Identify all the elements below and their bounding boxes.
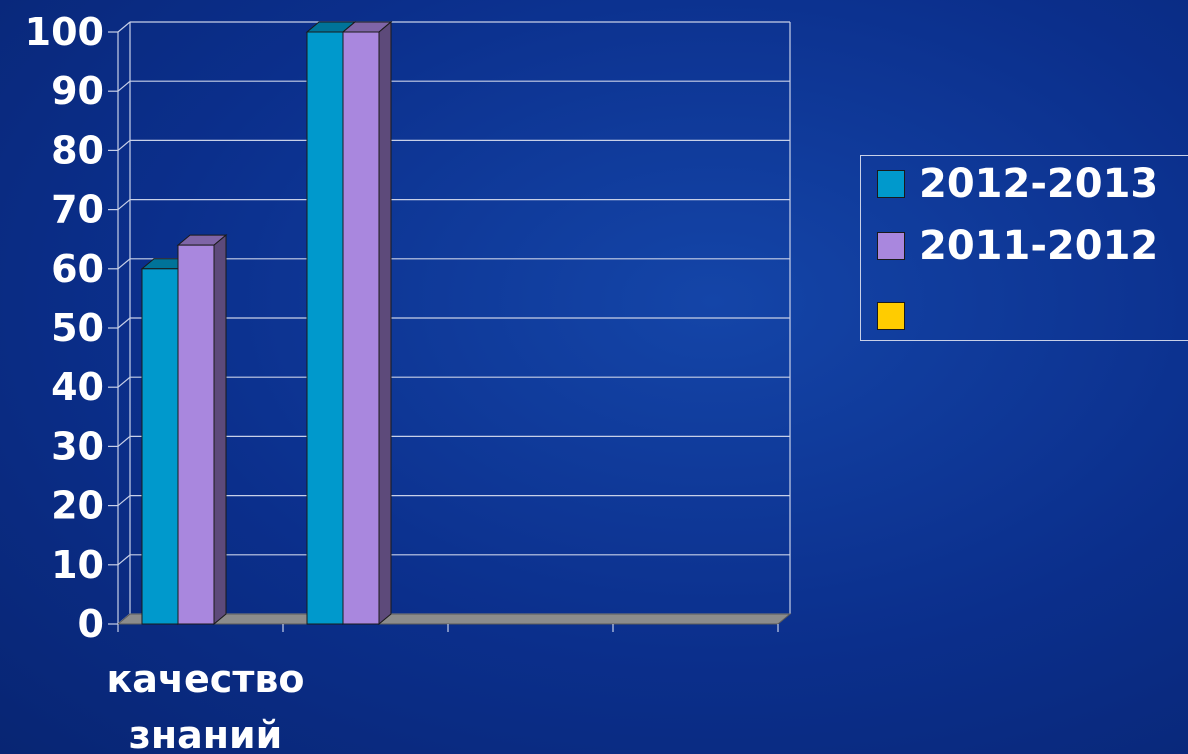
grid-lines [117,21,791,625]
y-tick-label-6: 60 [51,247,104,291]
gridline-side-6 [117,258,131,270]
bar-1-1 [341,20,393,626]
y-tick-label-1: 10 [51,543,104,587]
legend-item-2 [877,296,919,336]
x-category-label-0-1: знаний [129,713,282,754]
y-tick-label-2: 20 [51,484,104,528]
legend-item-1: 2011-2012 [877,223,1159,269]
gridline-side-3 [117,435,131,447]
legend-item-0: 2012-2013 [877,161,1159,207]
legend-label-1: 2011-2012 [919,223,1159,269]
legend-label-0: 2012-2013 [919,161,1159,207]
y-tick-label-3: 30 [51,424,104,468]
y-axis-ticks: 0 10 20 30 40 50 60 70 80 90 100 [25,10,118,646]
gridline-side-9 [117,80,131,92]
bar-1-0 [176,234,228,626]
x-category-label-0-0: качество [107,657,305,701]
legend-swatch-1 [877,232,905,260]
gridline-side-7 [117,199,131,211]
y-tick-label-9: 90 [51,69,104,113]
gridline-side-1 [117,554,131,566]
gridline-side-2 [117,495,131,507]
y-tick-label-10: 100 [25,10,104,54]
y-tick-label-0: 0 [78,602,104,646]
y-tick-label-5: 50 [51,306,104,350]
legend-swatch-2 [877,302,905,330]
gridline-side-4 [117,376,131,388]
x-axis-categories: качество знаний [107,624,779,754]
gridline-side-5 [117,317,131,329]
y-tick-label-7: 70 [51,188,104,232]
gridline-side-8 [117,139,131,151]
legend: 2012-2013 2011-2012 [860,155,1188,341]
legend-swatch-0 [877,170,905,198]
bars [140,20,393,626]
gridline-side-10 [117,21,131,33]
y-tick-label-8: 80 [51,128,104,172]
y-tick-label-4: 40 [51,365,104,409]
